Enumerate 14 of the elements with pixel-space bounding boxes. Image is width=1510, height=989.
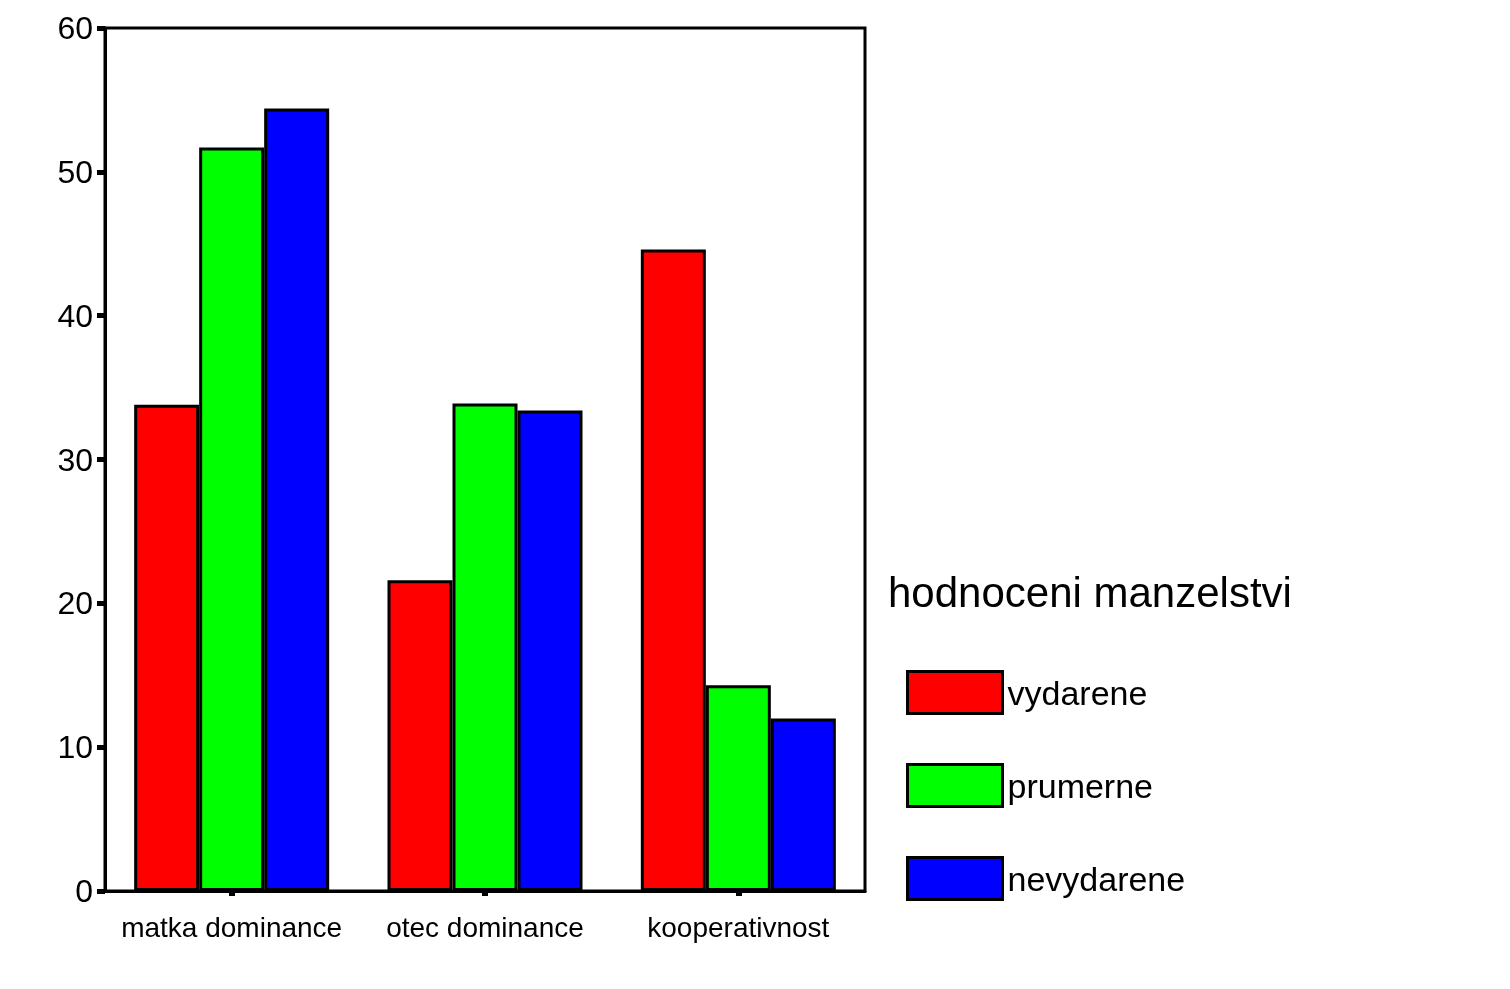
y-tick-label: 10 <box>57 729 93 766</box>
y-tick-label: 50 <box>57 153 93 190</box>
y-tick-label: 60 <box>57 10 93 46</box>
y-tick-label: 30 <box>57 441 93 478</box>
y-tick-label: 20 <box>57 585 93 622</box>
x-tick-label: otec dominance <box>386 911 584 943</box>
legend-label: prumerne <box>1007 766 1154 805</box>
legend-label: nevydarene <box>1007 859 1186 898</box>
legend-label: vydarene <box>1007 673 1148 712</box>
x-tick-label: kooperativnost <box>647 911 830 943</box>
x-tick-label: matka dominance <box>121 911 343 943</box>
y-tick-label: 40 <box>57 297 93 334</box>
legend-title: hodnoceni manzelstvi <box>888 568 1292 616</box>
y-tick-label: 0 <box>75 873 93 909</box>
